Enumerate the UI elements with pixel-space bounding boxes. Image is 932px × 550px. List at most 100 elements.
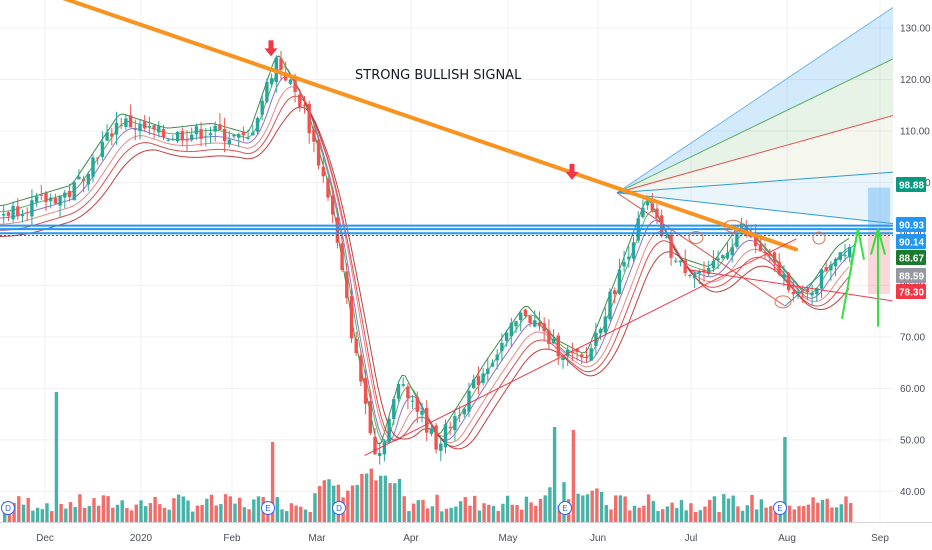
candle-body [321,166,325,177]
volume-bar [101,495,106,522]
volume-bar [736,506,740,522]
volume-bar [115,504,120,522]
volume-bar [844,496,848,522]
candle-body [67,190,72,198]
candle-body [824,267,828,271]
candle-body [100,141,105,157]
volume-bar [346,490,350,522]
price-axis[interactable]: 130.00120.00110.00100.0090.0080.0070.006… [893,0,932,550]
volume-bar [59,504,63,522]
volume-bar [651,500,655,522]
candle-body [44,192,48,202]
volume-bar [35,507,40,522]
candle-body [340,243,344,270]
volume-bar [266,511,270,522]
volume-bar [454,506,458,522]
volume-bar [679,500,684,522]
volume-bar [97,505,101,522]
candle-body [30,200,34,217]
time-tick-label: Dec [36,533,54,544]
volume-bar [552,427,557,522]
volume-bar [402,496,406,522]
candle-body [373,436,377,455]
candle-body [580,354,584,358]
volume-bar [407,511,411,522]
volume-bar [538,498,543,522]
volume-bar [820,499,825,522]
candle-body [6,212,11,216]
volume-bar [628,510,632,522]
candle-body [269,78,274,85]
price-tag-label: 88.67 [899,254,924,265]
candle-body [603,316,607,333]
volume-bar [501,503,505,522]
candle-body [20,214,25,217]
candle-body [754,235,758,247]
candle-body [528,315,532,323]
volume-bar [172,498,176,522]
candle-body [16,206,20,217]
candle-body [613,290,617,295]
highlight-ellipse [774,295,792,309]
pitchfork-line [616,115,894,194]
candle-body [406,386,410,399]
volume-bar [195,505,200,522]
volume-bar [242,507,247,522]
candle-body [345,271,349,299]
long-position-target [868,187,890,230]
volume-bar [162,507,167,522]
candle-body [194,126,199,135]
candle-body [218,124,222,130]
annotation-text[interactable]: STRONG BULLISH SIGNAL [355,68,522,83]
drawing-shapes[interactable] [264,40,886,327]
candle-body [49,197,53,202]
volume-bar [834,507,839,522]
candle-body [349,295,354,339]
candle-body [157,126,161,133]
volume-bar [350,485,355,522]
volume-bar [482,503,486,522]
candle-body [363,378,368,404]
event-marker [1,501,15,515]
candle-body [457,415,462,417]
candle-body [622,261,626,267]
candle-body [589,348,593,361]
candle-body [382,442,387,455]
volume-bar [816,502,820,522]
candle-body [378,453,382,457]
volume-bar [223,494,228,522]
ma-line [0,95,850,447]
candle-body [664,237,669,239]
pitchfork-drawing[interactable] [616,6,894,307]
trendlines[interactable] [0,0,893,456]
candle-body [439,443,443,451]
candle-body [796,291,800,293]
down-arrow-head-icon [565,171,579,180]
candle-body [495,354,499,361]
volume-bar [393,483,397,522]
up-arrow-icon [870,228,879,255]
volume-bar [176,494,181,522]
volume-bar [849,503,853,522]
volume-bar [458,501,463,522]
candle-body [547,330,551,345]
price-tick-label: 70.00 [900,332,925,343]
pitchfork-line [616,58,894,194]
volume-bar [590,490,594,522]
candle-body [260,100,264,115]
price-tag-label: 88.59 [899,272,924,283]
volume-bar [21,504,26,522]
volume-bar [839,504,843,522]
volume-bar [144,506,148,522]
candle-body [114,122,119,135]
candle-body [533,320,537,327]
volume-bar [665,506,670,522]
volume-bar [54,392,59,522]
candle-body [523,309,528,317]
time-axis[interactable]: Dec 2020 Feb Mar Apr May Jun Jul Aug Sep [0,522,932,550]
candle-body [570,351,575,353]
volume-bar [45,503,49,522]
